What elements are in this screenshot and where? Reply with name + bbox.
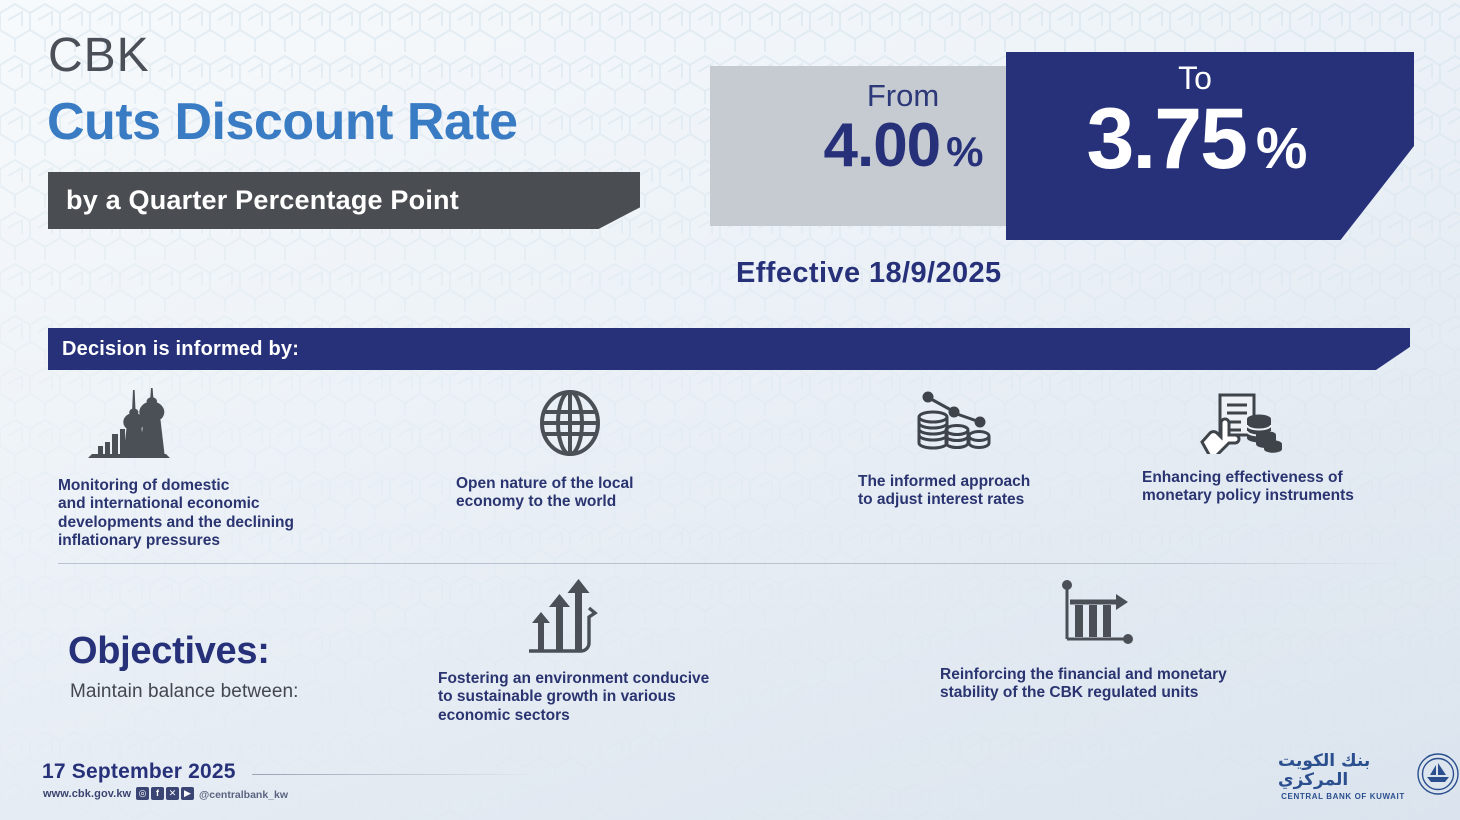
facebook-icon[interactable]: f xyxy=(151,787,164,800)
instagram-icon[interactable]: ◎ xyxy=(136,787,149,800)
logo-text-block: بنك الكويت المركزي CENTRAL BANK OF KUWAI… xyxy=(1278,751,1408,801)
subtitle-banner: by a Quarter Percentage Point xyxy=(48,172,640,229)
logo-arabic-name: بنك الكويت المركزي xyxy=(1278,751,1371,790)
reason-card-4: Enhancing effectiveness of monetary poli… xyxy=(1142,392,1354,506)
section-divider xyxy=(58,563,1410,564)
rate-from-value: 4.00 xyxy=(823,111,941,180)
stability-bars-arrow-icon xyxy=(1058,580,1136,653)
objective-card-1-text: Fostering an environment conducive to su… xyxy=(438,670,710,724)
section-header-bar: Decision is informed by: xyxy=(48,328,1410,370)
rate-to-value-group: 3.75 % xyxy=(1086,91,1308,187)
effective-date: Effective 18/9/2025 xyxy=(736,257,1002,289)
section-header-label: Decision is informed by: xyxy=(62,337,300,360)
page-title: Cuts Discount Rate xyxy=(47,93,518,151)
objective-card-1: Fostering an environment conducive to su… xyxy=(438,577,709,725)
cbk-logo: بنك الكويت المركزي CENTRAL BANK OF KUWAI… xyxy=(1278,752,1460,801)
youtube-icon[interactable]: ▶ xyxy=(181,787,194,800)
reason-card-3-text: The informed approach to adjust interest… xyxy=(858,473,1031,509)
objectives-subtitle: Maintain balance between: xyxy=(70,681,299,702)
objectives-title: Objectives: xyxy=(68,630,270,672)
social-links: ◎ f ✕ ▶ xyxy=(136,787,194,800)
reason-card-4-text: Enhancing effectiveness of monetary poli… xyxy=(1142,469,1354,505)
brand-cbk: CBK xyxy=(48,29,150,82)
rate-from-value-group: 4.00 % xyxy=(823,111,983,180)
rate-to-percent-sign: % xyxy=(1255,116,1308,181)
reason-card-3: The informed approach to adjust interest… xyxy=(858,390,1030,510)
reason-card-2-text: Open nature of the local economy to the … xyxy=(456,475,634,511)
growth-arrows-icon xyxy=(526,579,598,659)
rate-to-value: 3.75 xyxy=(1086,91,1248,187)
rate-from-label: From xyxy=(866,78,940,113)
kuwait-towers-icon xyxy=(86,388,294,463)
logo-english-name: CENTRAL BANK OF KUWAIT xyxy=(1281,791,1405,801)
rate-from-percent-sign: % xyxy=(946,128,983,175)
subtitle-banner-label: by a Quarter Percentage Point xyxy=(66,185,459,215)
objective-card-2: Reinforcing the financial and monetary s… xyxy=(940,577,1227,703)
cbk-seal-icon xyxy=(1416,752,1460,801)
social-handle: @centralbank_kw xyxy=(199,789,289,801)
website-link[interactable]: www.cbk.gov.kw xyxy=(43,788,132,800)
publish-date: 17 September 2025 xyxy=(42,760,236,783)
reason-card-2: Open nature of the local economy to the … xyxy=(456,388,633,512)
rate-to-label: To xyxy=(1178,60,1212,96)
globe-icon xyxy=(538,388,633,463)
footer-rule xyxy=(252,774,538,775)
declining-coins-chart-icon xyxy=(916,390,1030,461)
objective-card-2-text: Reinforcing the financial and monetary s… xyxy=(940,666,1227,702)
x-twitter-icon[interactable]: ✕ xyxy=(166,787,179,800)
reason-card-1-text: Monitoring of domestic and international… xyxy=(58,477,294,549)
hand-document-coins-icon xyxy=(1196,392,1354,463)
reason-card-1: Monitoring of domestic and international… xyxy=(58,388,294,550)
rate-to-panel: To 3.75 % xyxy=(1006,52,1414,240)
